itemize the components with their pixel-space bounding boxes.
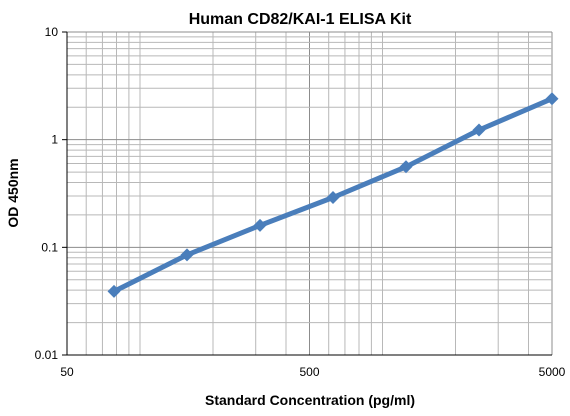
y-tick-label: 1 bbox=[51, 133, 58, 147]
x-axis-title: Standard Concentration (pg/ml) bbox=[205, 392, 415, 408]
series bbox=[107, 92, 559, 298]
axes bbox=[62, 31, 552, 356]
data-point-marker bbox=[472, 123, 486, 137]
y-tick-label: 0.01 bbox=[35, 348, 59, 362]
data-point-marker bbox=[545, 92, 559, 106]
data-point-marker bbox=[180, 248, 194, 262]
data-point-marker bbox=[253, 218, 267, 232]
data-point-marker bbox=[326, 191, 340, 204]
x-tick-label: 50 bbox=[60, 365, 74, 379]
y-tick-label: 0.1 bbox=[41, 240, 58, 254]
x-tick-label: 500 bbox=[299, 365, 319, 379]
x-tick-labels: 50 500 5000 bbox=[60, 365, 565, 379]
y-tick-label: 10 bbox=[45, 25, 59, 39]
grid bbox=[66, 31, 553, 356]
data-point-marker bbox=[107, 284, 121, 298]
chart-title: Human CD82/KAI-1 ELISA Kit bbox=[189, 11, 412, 28]
data-point-marker bbox=[399, 160, 413, 174]
y-axis-title: OD 450nm bbox=[5, 158, 21, 227]
y-tick-labels: 0.01 0.1 1 10 bbox=[35, 25, 59, 362]
x-tick-label: 5000 bbox=[539, 365, 566, 379]
